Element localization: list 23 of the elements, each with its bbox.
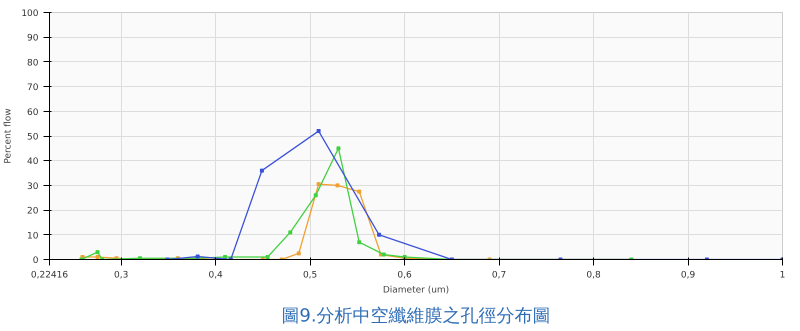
x-tick-label: 0,3: [114, 270, 128, 280]
x-tick-label: 0,7: [492, 270, 506, 280]
x-tick-label: 1: [780, 270, 786, 280]
y-tick-label: 10: [27, 231, 39, 242]
y-tick-label: 80: [27, 58, 39, 68]
y-tick-label: 40: [27, 157, 39, 168]
x-tick-label: 0,9: [680, 270, 696, 280]
y-tick-label: 20: [27, 206, 39, 217]
x-tick-label: 0,4: [208, 270, 224, 280]
y-tick-label: 90: [27, 34, 39, 44]
y-tick-label: 50: [27, 132, 39, 142]
y-axis-title: Percent flow: [3, 108, 14, 164]
y-tick-label: 0: [32, 256, 39, 266]
y-tick-label: 100: [21, 9, 39, 19]
caption: 圖9.分析中空纖維膜之孔徑分布圖: [281, 306, 551, 326]
y-tick-label: 60: [27, 108, 39, 118]
x-tick-label: 0,5: [302, 270, 318, 280]
x-tick-label: 0,6: [397, 270, 412, 280]
x-tick-label: 0,8: [586, 270, 601, 280]
x-axis-title: Diameter (um): [382, 286, 450, 296]
x-tick-label: 0,22416: [30, 270, 68, 280]
y-tick-label: 30: [27, 182, 39, 192]
y-tick-label: 70: [27, 83, 39, 94]
